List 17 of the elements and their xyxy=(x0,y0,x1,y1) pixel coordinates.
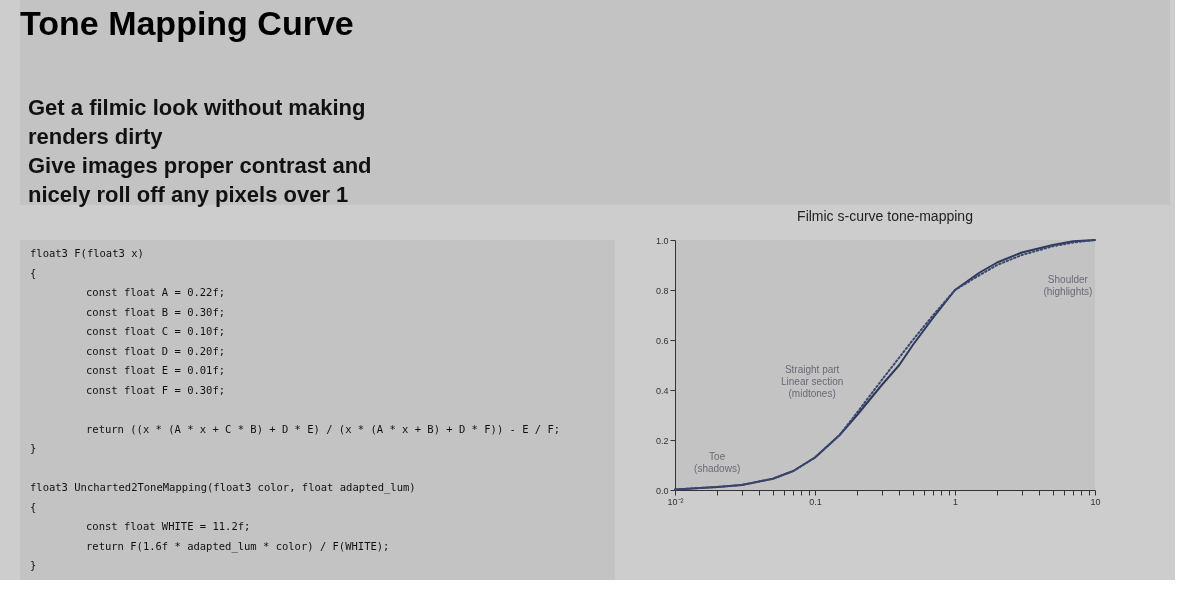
y-tick-label: 0.0 xyxy=(655,485,669,496)
x-tick-label: 10⁻² xyxy=(667,496,684,507)
x-tick-label: 10 xyxy=(1090,496,1101,507)
text: Tone Mapping Curve xyxy=(20,4,354,42)
y-tick-label: 0.6 xyxy=(655,335,669,346)
text: float3 F(float3 x) { const float A = 0.22f; const float B = 0.30f; const float C = 0.10f; const float D = 0.20f; const float E = 0.01f; const float F = 0.30f; return ((x * (A * x + C * B) + D * E) / (x * (A * x + B) + D * F)) - E / F; } float3 Uncharted2ToneMapping(float3 color, float adapted_lum) { const float WHITE = 11.2f; return F(1.6f * adapted_lum * color) / F(WHITE); } xyxy=(30,247,561,571)
y-tick-label: 0.8 xyxy=(655,285,669,296)
annotation: Shoulder (highlights) xyxy=(1043,274,1093,297)
y-tick-label: 1.0 xyxy=(655,235,669,246)
y-tick-label: 0.2 xyxy=(655,435,669,446)
x-tick-label: 1 xyxy=(952,496,959,507)
chart-title: Filmic s-curve tone-mapping xyxy=(797,208,973,224)
x-tick-label: 0.1 xyxy=(809,496,822,507)
text: Get a filmic look without making renders dirty Give images proper contrast and nicely roll off any pixels over 1 xyxy=(28,95,372,207)
annotation: Toe (shadows) xyxy=(694,451,741,474)
annotation: Straight part Linear section (midtones) xyxy=(781,364,844,399)
y-tick-label: 0.4 xyxy=(655,385,669,396)
